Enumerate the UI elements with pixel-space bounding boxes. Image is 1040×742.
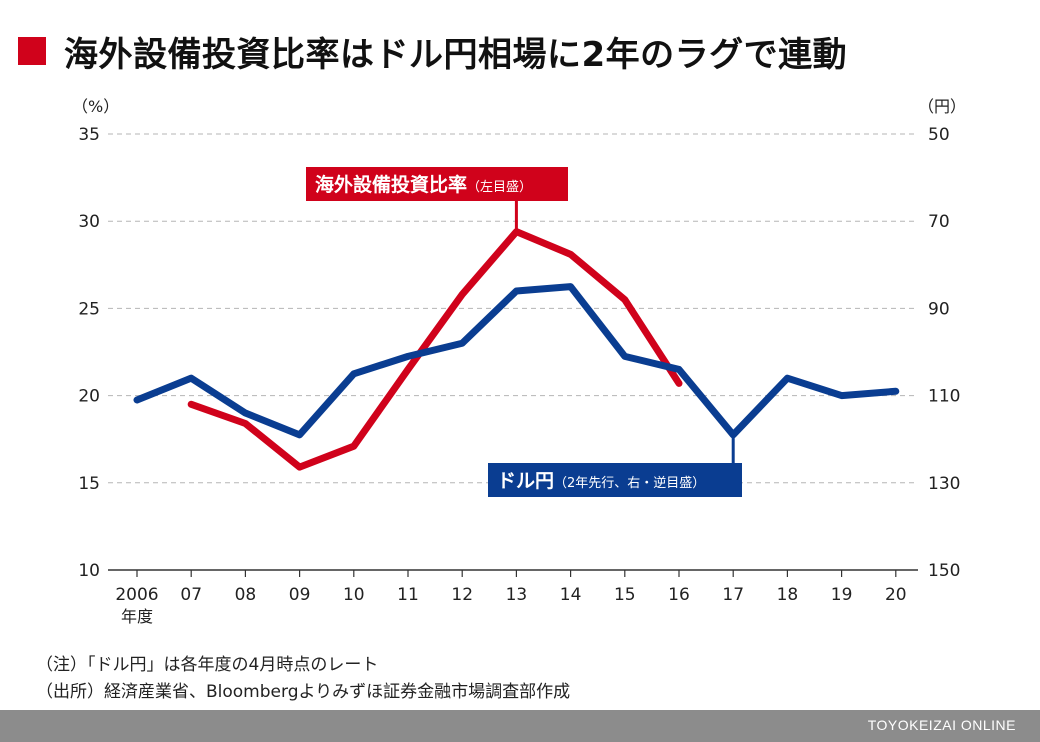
series-line-usdjpy [133,283,900,439]
right-tick-label: 130 [928,474,960,494]
right-tick-label: 90 [928,299,950,319]
footer-bar: TOYOKEIZAI ONLINE [0,710,1040,742]
x-tick-label: 15 [614,585,636,605]
x-tick-label: 17 [722,585,744,605]
x-tick-label: 12 [451,585,473,605]
x-tick-label: 20 [885,585,907,605]
label-usdjpy-box [488,463,742,497]
left-tick-label: 20 [78,387,100,407]
note-line-2: （出所）経済産業省、Bloombergよりみずほ証券金融市場調査部作成 [36,682,571,702]
left-tick-label: 30 [78,212,100,232]
label-usdjpy-text: ドル円（2年先行、右・逆目盛） [497,470,705,492]
title-marker [18,37,46,65]
x-tick-label: 11 [397,585,419,605]
title-row: 海外設備投資比率はドル円相場に2年のラグで連動 [18,26,847,76]
note-line-1: （注）「ドル円」は各年度の4月時点のレート [36,655,379,675]
right-tick-label: 70 [928,212,950,232]
series-line-overseas-capex-ratio [187,228,683,471]
label-overseas-capex-ratio-text: 海外設備投資比率（左目盛） [315,173,532,196]
x-tick-label: 14 [560,585,582,605]
right-tick-label: 50 [928,125,950,145]
x-tick-label: 16 [668,585,690,605]
footer-brand: TOYOKEIZAI ONLINE [867,717,1016,733]
right-axis-unit: （円） [918,97,966,116]
chart-title: 海外設備投資比率はドル円相場に2年のラグで連動 [64,34,848,75]
x-tick-label: 10 [343,585,365,605]
left-tick-label: 35 [78,125,100,145]
left-tick-label: 15 [78,474,100,494]
right-tick-label: 150 [928,561,960,581]
x-tick-label: 08 [235,585,257,605]
x-tick-label: 13 [506,585,528,605]
notes: （注）「ドル円」は各年度の4月時点のレート （出所）経済産業省、Bloomber… [36,652,570,706]
x-tick-label: 18 [777,585,799,605]
x-tick-label: 2006 [115,585,158,605]
left-tick-label: 10 [78,561,100,581]
left-axis-unit: （%） [72,97,119,116]
x-tick-label: 07 [180,585,202,605]
x-tick-label: 19 [831,585,853,605]
x-axis-sublabel: 年度 [121,607,153,626]
left-tick-label: 25 [78,299,100,319]
label-overseas-capex-ratio-box [306,167,568,201]
right-tick-label: 110 [928,387,960,407]
x-tick-label: 09 [289,585,311,605]
